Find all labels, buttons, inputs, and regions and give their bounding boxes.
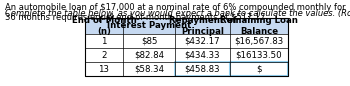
Bar [85, 62, 288, 76]
Text: $58.34: $58.34 [134, 64, 164, 74]
Text: An automobile loan of $17,000 at a nominal rate of 6% compounded monthly for 36 : An automobile loan of $17,000 at a nomin… [5, 3, 346, 22]
Text: Repayment of
Principal: Repayment of Principal [169, 16, 237, 36]
Text: 13: 13 [98, 64, 110, 74]
Text: $434.33: $434.33 [185, 50, 220, 60]
Text: Remaining Loan
Balance: Remaining Loan Balance [220, 16, 298, 36]
Text: $432.17: $432.17 [185, 36, 220, 45]
Bar [175, 62, 230, 76]
Text: Complete the table below, as you would expect a bank to calculate the values. (R: Complete the table below, as you would e… [5, 9, 350, 18]
Text: $16133.50: $16133.50 [236, 50, 282, 60]
Text: $: $ [256, 64, 262, 74]
Text: Interest Payment: Interest Payment [107, 22, 191, 31]
Text: $85: $85 [141, 36, 157, 45]
Text: 1: 1 [101, 36, 107, 45]
Bar [230, 62, 288, 76]
Text: $82.84: $82.84 [134, 50, 164, 60]
Bar [85, 18, 288, 34]
Text: 2: 2 [101, 50, 107, 60]
Text: $458.83: $458.83 [185, 64, 220, 74]
Bar [85, 34, 288, 48]
Text: $16,567.83: $16,567.83 [234, 36, 284, 45]
Bar [85, 18, 288, 76]
Bar [85, 48, 288, 62]
Text: End of Month
(n): End of Month (n) [72, 16, 136, 36]
